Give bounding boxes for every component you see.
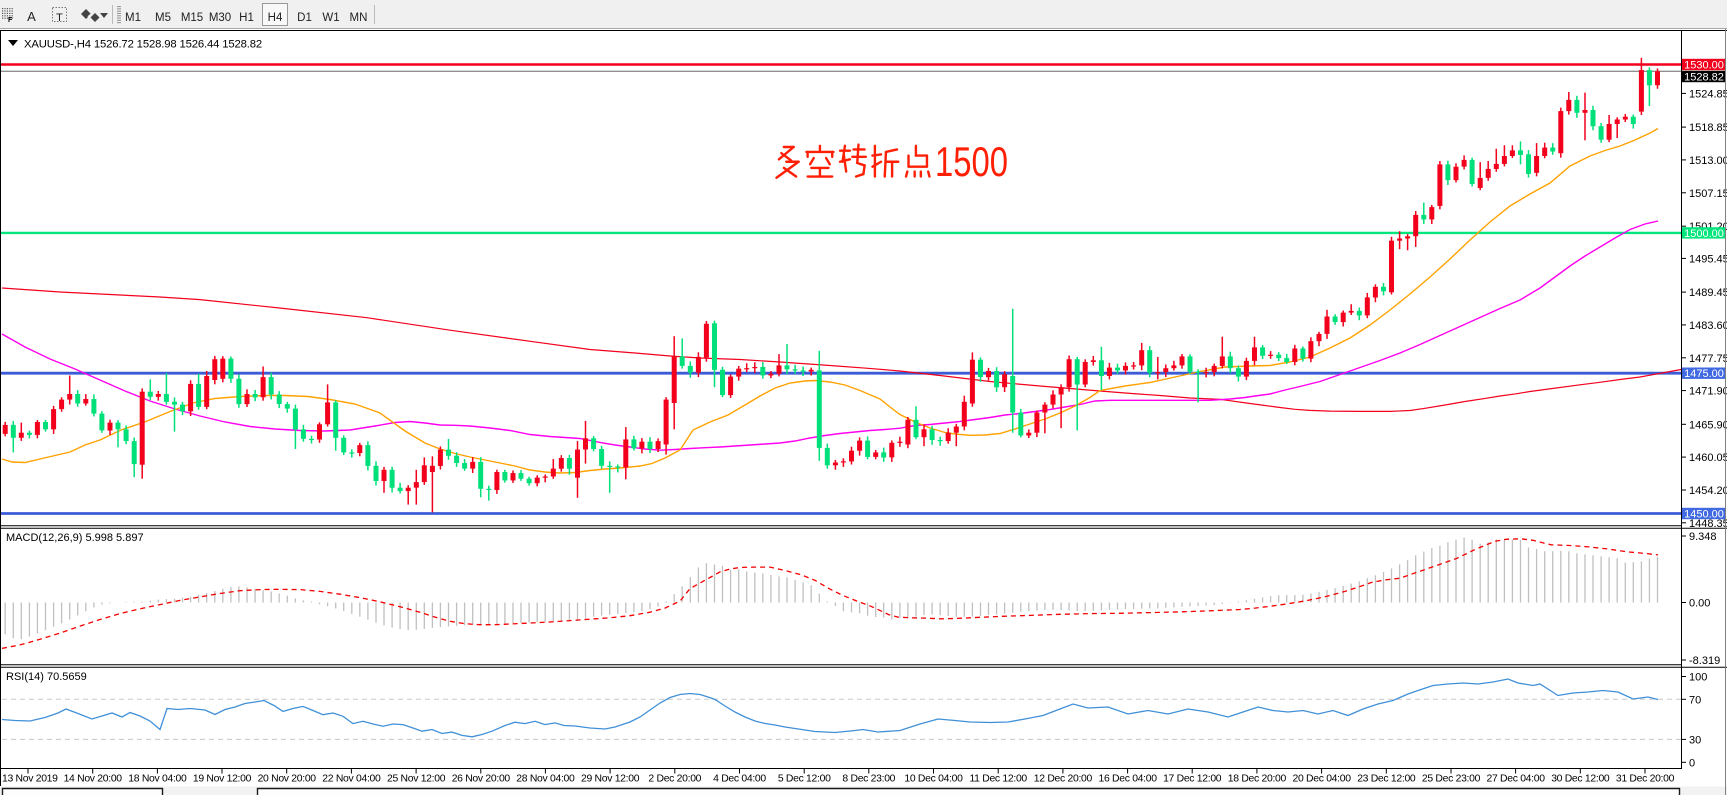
svg-text:1475.00: 1475.00	[1684, 368, 1724, 380]
svg-text:1524.85: 1524.85	[1689, 88, 1727, 100]
svg-text:16 Dec 04:00: 16 Dec 04:00	[1098, 774, 1157, 785]
svg-text:1465.90: 1465.90	[1689, 419, 1727, 431]
svg-text:2 Dec 20:00: 2 Dec 20:00	[648, 774, 701, 785]
svg-text:23 Dec 12:00: 23 Dec 12:00	[1357, 774, 1416, 785]
svg-text:XAUUSD-,H4 1526.72 1528.98 15: XAUUSD-,H4 1526.72 1528.98 1526.44 1528.…	[24, 39, 262, 51]
svg-text:11 Dec 12:00: 11 Dec 12:00	[969, 774, 1027, 785]
svg-text:19 Nov 12:00: 19 Nov 12:00	[193, 774, 252, 785]
svg-text:22 Nov 04:00: 22 Nov 04:00	[322, 774, 381, 785]
svg-text:T: T	[56, 12, 63, 24]
svg-text:1500: 1500	[935, 138, 1008, 185]
svg-text:1507.15: 1507.15	[1689, 188, 1727, 200]
svg-text:A: A	[27, 9, 36, 24]
svg-text:25 Dec 23:00: 25 Dec 23:00	[1422, 774, 1481, 785]
svg-text:M5: M5	[155, 12, 171, 24]
svg-text:29 Nov 12:00: 29 Nov 12:00	[581, 774, 640, 785]
svg-text:30: 30	[1689, 734, 1701, 746]
svg-text:1518.85: 1518.85	[1689, 122, 1727, 134]
svg-text:1448.35: 1448.35	[1689, 518, 1727, 530]
svg-text:8 Dec 23:00: 8 Dec 23:00	[842, 774, 895, 785]
svg-text:1495.45: 1495.45	[1689, 253, 1727, 265]
svg-text:27 Dec 04:00: 27 Dec 04:00	[1486, 774, 1545, 785]
svg-text:-8.319: -8.319	[1689, 655, 1720, 667]
svg-text:M30: M30	[209, 12, 231, 24]
svg-text:4 Dec 04:00: 4 Dec 04:00	[713, 774, 766, 785]
svg-text:1471.90: 1471.90	[1689, 386, 1727, 398]
svg-text:1460.05: 1460.05	[1689, 452, 1727, 464]
svg-text:5 Dec 12:00: 5 Dec 12:00	[778, 774, 831, 785]
svg-text:31 Dec 20:00: 31 Dec 20:00	[1616, 774, 1675, 785]
svg-text:10 Dec 04:00: 10 Dec 04:00	[904, 774, 963, 785]
svg-text:1450.00: 1450.00	[1684, 509, 1724, 521]
svg-text:H1: H1	[239, 12, 254, 24]
svg-text:1477.75: 1477.75	[1689, 353, 1727, 365]
svg-text:1454.20: 1454.20	[1689, 485, 1727, 497]
svg-text:20 Nov 20:00: 20 Nov 20:00	[258, 774, 317, 785]
svg-text:17 Dec 12:00: 17 Dec 12:00	[1163, 774, 1222, 785]
svg-text:100: 100	[1689, 672, 1707, 684]
svg-text:26 Nov 20:00: 26 Nov 20:00	[452, 774, 511, 785]
svg-text:H4: H4	[268, 12, 283, 24]
svg-text:W1: W1	[322, 12, 339, 24]
svg-text:30 Dec 12:00: 30 Dec 12:00	[1551, 774, 1610, 785]
svg-text:F: F	[8, 17, 13, 24]
svg-text:1483.60: 1483.60	[1689, 320, 1727, 332]
svg-text:1530.00: 1530.00	[1684, 60, 1724, 72]
svg-text:25 Nov 12:00: 25 Nov 12:00	[387, 774, 446, 785]
svg-text:M15: M15	[181, 12, 203, 24]
svg-text:1528.82: 1528.82	[1684, 72, 1724, 84]
svg-text:M1: M1	[125, 12, 141, 24]
svg-text:14 Nov 20:00: 14 Nov 20:00	[64, 774, 123, 785]
svg-text:1513.00: 1513.00	[1689, 155, 1727, 167]
svg-text:70: 70	[1689, 694, 1701, 706]
svg-text:20 Dec 04:00: 20 Dec 04:00	[1292, 774, 1351, 785]
svg-text:MACD(12,26,9) 5.998 5.897: MACD(12,26,9) 5.998 5.897	[6, 532, 144, 544]
svg-text:18 Nov 04:00: 18 Nov 04:00	[128, 774, 187, 785]
svg-text:1500.00: 1500.00	[1684, 228, 1724, 240]
svg-text:RSI(14) 70.5659: RSI(14) 70.5659	[6, 671, 87, 683]
svg-text:MN: MN	[350, 12, 368, 24]
svg-text:18 Dec 20:00: 18 Dec 20:00	[1228, 774, 1287, 785]
svg-text:13 Nov 2019: 13 Nov 2019	[2, 774, 58, 785]
svg-text:9.348: 9.348	[1689, 531, 1717, 543]
svg-text:1489.45: 1489.45	[1689, 287, 1727, 299]
svg-text:D1: D1	[297, 12, 312, 24]
svg-text:12 Dec 20:00: 12 Dec 20:00	[1034, 774, 1093, 785]
svg-text:28 Nov 04:00: 28 Nov 04:00	[516, 774, 575, 785]
svg-text:0.00: 0.00	[1689, 598, 1710, 610]
svg-text:0: 0	[1689, 757, 1695, 769]
